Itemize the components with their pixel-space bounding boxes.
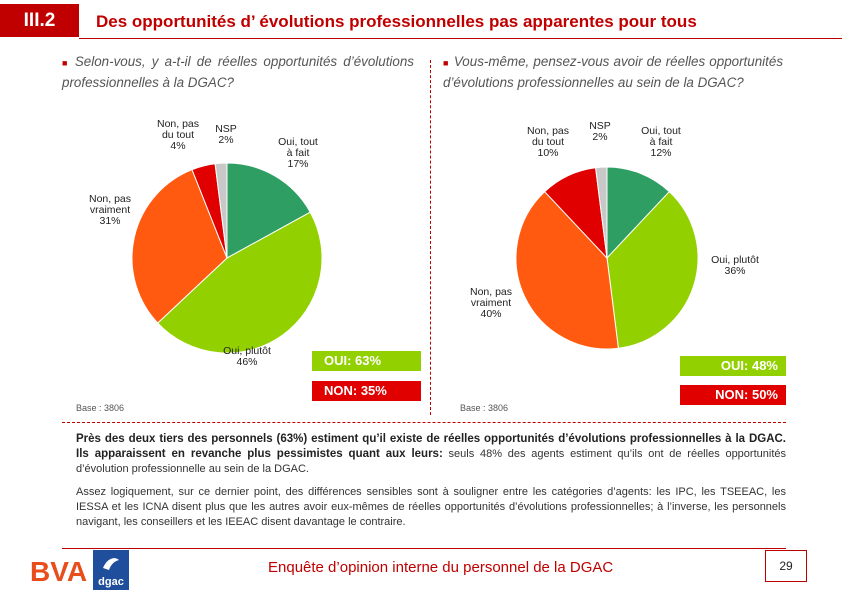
- left-label-non-pas-vraiment: Non, pas vraiment 31%: [88, 193, 132, 227]
- bva-logo-text: BVA: [30, 556, 87, 585]
- left-label-nsp: NSP 2%: [215, 123, 237, 146]
- left-label-oui-tout-a-fait: Oui, tout à fait 17%: [278, 136, 318, 170]
- dgac-logo: dgac: [93, 550, 129, 590]
- left-label-oui-plutot: Oui, plutôt 46%: [223, 345, 271, 368]
- pie-slice-non-pas-vraiment: [131, 169, 228, 324]
- text-divider: [62, 422, 786, 423]
- left-question: ■ Selon-vous, y a-t-il de réelles opportu…: [62, 52, 414, 93]
- pie-charts: [131, 162, 699, 354]
- right-question: ■ Vous-même, pensez-vous avoir de réelles…: [443, 52, 783, 93]
- footer-divider: [62, 548, 786, 549]
- left-label-non-pas-du-tout: Non, pas du tout 4%: [156, 118, 200, 152]
- summary-paragraph-bold: Près des deux tiers des personnels (63%)…: [76, 433, 786, 460]
- right-label-nsp: NSP 2%: [589, 120, 611, 143]
- pie-slice-non-pas-vraiment: [515, 190, 619, 350]
- right-summary-non: NON: 50%: [680, 385, 786, 405]
- footer-title: Enquête d’opinion interne du personnel d…: [268, 559, 614, 576]
- pie-slice-oui-plut-t: [606, 190, 699, 349]
- page-number: 29: [765, 550, 807, 582]
- section-number: III.2: [0, 4, 79, 37]
- right-label-non-pas-vraiment: Non, pas vraiment 40%: [469, 286, 513, 320]
- summary-paragraph-rest: seuls 48% des agents estiment qu’ils ont…: [76, 448, 786, 475]
- detail-paragraph: Assez logiquement, sur ce dernier point,…: [76, 486, 786, 528]
- bva-logo: BVA: [30, 556, 87, 585]
- right-summary-oui: OUI: 48%: [680, 356, 786, 376]
- right-label-oui-tout-a-fait: Oui, tout à fait 12%: [641, 125, 681, 159]
- left-summary-non: NON: 35%: [312, 381, 421, 401]
- left-question-text: Selon-vous, y a-t-il de réelles opportun…: [62, 54, 415, 90]
- bullet-icon: ■: [443, 58, 449, 68]
- dgac-logo-text: dgac: [98, 576, 124, 588]
- bullet-icon: ■: [62, 58, 70, 68]
- page-title: Des opportunités d’ évolutions professio…: [96, 12, 697, 31]
- pie-chart-left: [131, 162, 323, 354]
- pie-slice-oui-tout-fait: [226, 162, 311, 259]
- title-divider: [79, 38, 842, 39]
- right-question-text: Vous-même, pensez-vous avoir de réelles …: [443, 54, 784, 90]
- dgac-emblem-icon: [103, 558, 119, 570]
- right-label-non-pas-du-tout: Non, pas du tout 10%: [526, 125, 570, 159]
- pie-slice-oui-tout-fait: [606, 166, 670, 260]
- left-summary-oui: OUI: 63%: [312, 351, 421, 371]
- right-base: Base : 3806: [460, 403, 509, 413]
- pie-slice-nsp: [595, 166, 608, 259]
- summary-paragraph: Près des deux tiers des personnels (63%)…: [76, 432, 786, 477]
- pie-slice-oui-plut-t: [157, 211, 323, 354]
- column-divider: [430, 60, 431, 415]
- pie-slice-nsp: [214, 162, 228, 259]
- left-base: Base : 3806: [76, 403, 125, 413]
- pie-chart-right: [515, 166, 699, 350]
- right-label-oui-plutot: Oui, plutôt 36%: [711, 254, 759, 277]
